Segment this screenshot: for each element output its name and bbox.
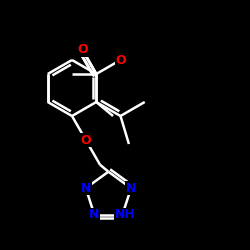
Text: N: N: [89, 208, 100, 221]
Text: N: N: [126, 182, 136, 195]
Text: NH: NH: [115, 208, 136, 221]
Text: N: N: [80, 182, 91, 195]
Text: O: O: [115, 54, 126, 66]
Text: O: O: [77, 43, 88, 56]
Text: O: O: [81, 134, 91, 147]
